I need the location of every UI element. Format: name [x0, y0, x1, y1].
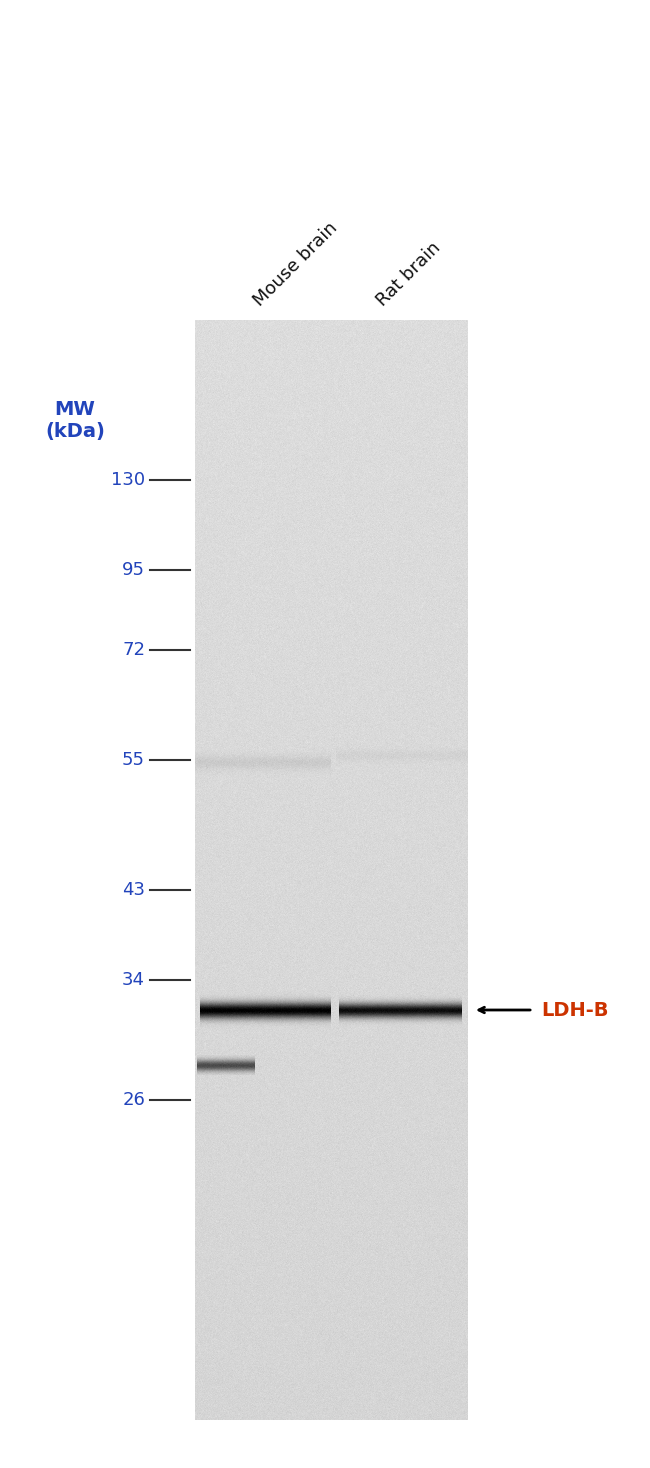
Text: 26: 26: [122, 1091, 145, 1108]
Text: 130: 130: [111, 471, 145, 489]
Text: 72: 72: [122, 642, 145, 659]
Text: 43: 43: [122, 881, 145, 898]
Text: 95: 95: [122, 561, 145, 578]
Text: Mouse brain: Mouse brain: [250, 219, 341, 310]
Text: 55: 55: [122, 752, 145, 769]
Text: 34: 34: [122, 970, 145, 989]
Text: MW
(kDa): MW (kDa): [45, 399, 105, 440]
Text: LDH-B: LDH-B: [541, 1001, 608, 1019]
Text: Rat brain: Rat brain: [373, 239, 445, 310]
